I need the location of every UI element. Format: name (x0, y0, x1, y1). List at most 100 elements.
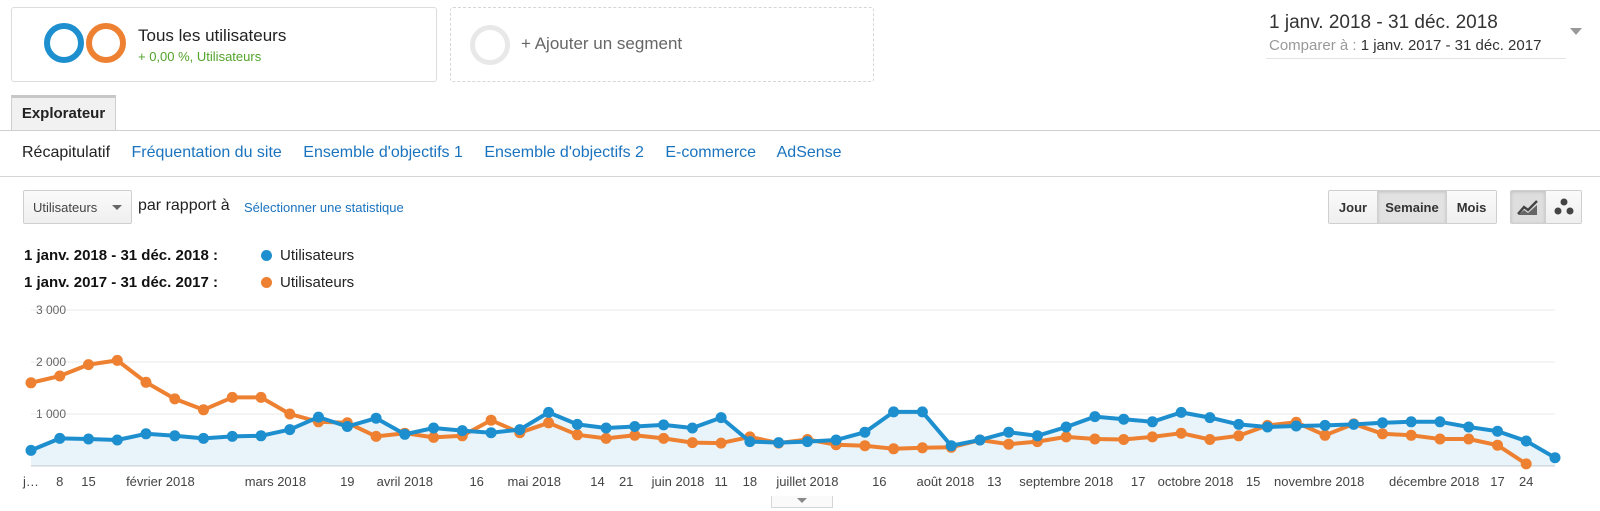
x-tick-label: octobre 2018 (1158, 474, 1234, 489)
subnav-adsense[interactable]: AdSense (776, 144, 842, 161)
x-tick-label: septembre 2018 (1019, 474, 1113, 489)
data-point (83, 433, 94, 445)
data-point (715, 412, 727, 424)
select-metric-link[interactable]: Sélectionner une statistique (244, 200, 404, 215)
data-point (1520, 435, 1532, 447)
data-point (485, 414, 497, 426)
data-point (773, 437, 785, 449)
data-point (1463, 433, 1475, 445)
data-point (658, 419, 670, 431)
motion-chart-icon (1554, 198, 1573, 215)
motion-chart-button[interactable] (1546, 191, 1581, 223)
data-point (1031, 430, 1043, 442)
data-point (1405, 429, 1417, 441)
data-point (629, 429, 641, 441)
data-point (169, 393, 181, 405)
x-tick-label: décembre 2018 (1389, 474, 1479, 489)
data-point (284, 408, 296, 420)
x-tick-label: août 2018 (916, 474, 974, 489)
date-range-main: 1 janv. 2018 - 31 déc. 2018 (1269, 12, 1498, 33)
data-point (945, 440, 957, 452)
subnav-ecommerce[interactable]: E-commerce (665, 144, 757, 161)
data-point (514, 424, 526, 436)
segment-card-all-users[interactable]: Tous les utilisateurs + 0,00 %, Utilisat… (11, 7, 437, 82)
data-point (341, 421, 353, 432)
data-point (1089, 433, 1101, 445)
data-point (54, 432, 66, 444)
data-point (485, 427, 497, 439)
data-point (859, 426, 871, 438)
segment-donut-orange (86, 23, 126, 63)
data-point (25, 377, 37, 389)
data-point (428, 422, 440, 434)
x-tick-label: 16 (469, 474, 483, 489)
data-point (1262, 421, 1273, 433)
data-point (1060, 421, 1072, 433)
add-segment-card[interactable]: + Ajouter un segment (450, 7, 874, 82)
data-point (140, 376, 152, 388)
x-tick-label: mai 2018 (507, 474, 560, 489)
legend-metric-name: Utilisateurs (280, 274, 355, 291)
data-point (111, 434, 123, 446)
data-point (888, 406, 900, 418)
data-point (1405, 416, 1417, 428)
subnav-divider (0, 176, 1600, 177)
data-point (1377, 417, 1388, 429)
data-point (1204, 434, 1216, 445)
data-point (1434, 433, 1446, 445)
add-segment-label: + Ajouter un segment (521, 34, 683, 53)
data-point (1118, 413, 1130, 425)
tab-explorer[interactable]: Explorateur (11, 95, 116, 130)
legend-dot-orange (261, 277, 272, 288)
chevron-down-icon[interactable] (1570, 28, 1582, 35)
data-point (370, 412, 382, 424)
x-tick-label: 16 (872, 474, 886, 489)
data-point (658, 432, 670, 444)
period-day-button[interactable]: Jour (1329, 191, 1378, 223)
x-tick-label: j… (22, 474, 39, 489)
data-point (916, 406, 928, 418)
subnav-goal-set-1[interactable]: Ensemble d'objectifs 1 (303, 144, 463, 161)
data-point (1146, 431, 1158, 443)
segment-title: Tous les utilisateurs (138, 26, 287, 45)
period-week-button[interactable]: Semaine (1378, 191, 1447, 223)
data-point (888, 443, 900, 455)
report-subnav: Récapitulatif Fréquentation du site Ense… (22, 144, 859, 162)
line-chart-button[interactable] (1511, 191, 1546, 223)
subnav-goal-set-2[interactable]: Ensemble d'objectifs 2 (484, 144, 644, 161)
data-point (543, 406, 555, 418)
chart-expand-handle[interactable] (771, 496, 833, 508)
data-point (226, 430, 238, 442)
subnav-summary[interactable]: Récapitulatif (22, 144, 111, 161)
date-range-selector[interactable]: 1 janv. 2018 - 31 déc. 2018 Comparer à :… (1266, 11, 1566, 59)
data-point (399, 428, 411, 440)
x-tick-label: 19 (340, 474, 354, 489)
period-month-button[interactable]: Mois (1447, 191, 1496, 223)
data-point (686, 422, 698, 434)
line-chart-icon (1517, 200, 1538, 215)
data-point (1348, 418, 1360, 430)
x-tick-label: 18 (743, 474, 757, 489)
data-point (1463, 421, 1475, 433)
data-point (859, 440, 871, 452)
series-area (31, 411, 1555, 466)
legend-metric-name: Utilisateurs (280, 247, 355, 264)
chart-type-toggle (1510, 190, 1582, 224)
data-point (25, 444, 37, 456)
compare-value: 1 janv. 2017 - 31 déc. 2017 (1360, 37, 1542, 54)
empty-segment-icon (470, 25, 510, 65)
metric-dropdown[interactable]: Utilisateurs (23, 190, 132, 224)
data-point (1233, 430, 1245, 442)
data-point (600, 422, 612, 434)
legend-row-2017: 1 janv. 2017 - 31 déc. 2017 : Utilisateur… (24, 274, 354, 291)
legend-dot-blue (261, 250, 272, 261)
x-tick-label: 14 (590, 474, 604, 489)
x-tick-label: 21 (619, 474, 633, 489)
data-point (974, 434, 986, 446)
data-point (1003, 426, 1015, 438)
data-point (226, 391, 238, 403)
x-tick-label: 24 (1519, 474, 1533, 489)
subnav-site-usage[interactable]: Fréquentation du site (131, 144, 282, 161)
y-tick-label: 2 000 (36, 355, 66, 369)
data-point (571, 429, 583, 441)
